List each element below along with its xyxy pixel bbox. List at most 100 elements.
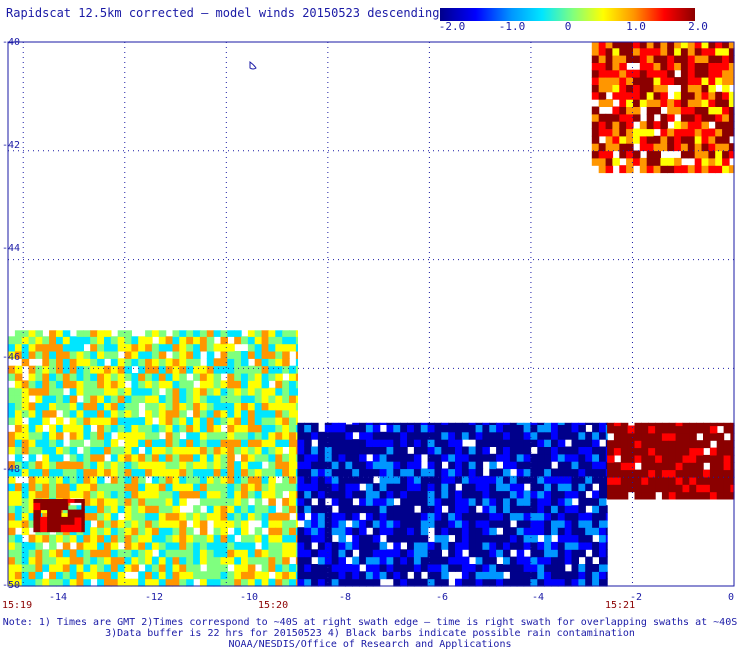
heatmap-cell (393, 483, 401, 492)
heatmap-cell (365, 461, 374, 470)
heatmap-cell (722, 128, 730, 137)
heatmap-cell (295, 549, 298, 558)
heatmap-cell (104, 439, 112, 447)
heatmap-cell (331, 564, 340, 572)
heatmap-cell (448, 468, 456, 477)
heatmap-cell (69, 431, 78, 440)
heatmap-cell (206, 483, 215, 492)
heatmap-cell (213, 439, 222, 447)
heatmap-cell (199, 417, 208, 425)
heatmap-cell (261, 446, 270, 455)
heatmap-cell (331, 439, 340, 447)
heatmap-cell (680, 84, 689, 93)
heatmap-cell (448, 541, 456, 550)
heatmap-cell (703, 432, 711, 441)
heatmap-cell (97, 512, 105, 521)
heatmap-cell (199, 541, 208, 550)
heatmap-cell (220, 556, 228, 565)
heatmap-cell (311, 549, 319, 558)
heatmap-cell (489, 422, 497, 425)
heatmap-cell (365, 519, 374, 528)
heatmap-cell (289, 578, 297, 587)
heatmap-cell (165, 549, 174, 558)
heatmap-cell (76, 358, 84, 367)
heatmap-cell (35, 409, 43, 418)
heatmap-cell (179, 330, 187, 337)
heatmap-cell (297, 453, 305, 462)
heatmap-cell (69, 409, 78, 418)
heatmap-cell (592, 431, 600, 440)
heatmap-cell (104, 409, 112, 418)
heatmap-cell (434, 483, 442, 492)
heatmap-cell (227, 556, 235, 565)
heatmap-cell (648, 440, 656, 449)
heatmap-cell (213, 483, 222, 492)
heatmap-cell (441, 512, 449, 521)
heatmap-cell (145, 446, 153, 455)
heatmap-cell (104, 483, 112, 492)
heatmap-cell (482, 519, 490, 528)
heatmap-cell (193, 549, 201, 558)
heatmap-cell (372, 497, 381, 506)
heatmap-cell (557, 512, 566, 521)
heatmap-cell (496, 519, 504, 528)
heatmap-cell (158, 475, 167, 484)
heatmap-cell (124, 519, 132, 528)
heatmap-cell (509, 571, 518, 580)
heatmap-cell (83, 490, 91, 499)
heatmap-cell (461, 505, 470, 514)
heatmap-cell (14, 336, 23, 345)
heatmap-cell (275, 468, 283, 477)
heatmap-cell (213, 453, 222, 462)
heatmap-cell (69, 564, 78, 572)
heatmap-cell (715, 150, 723, 159)
heatmap-cell (660, 99, 668, 107)
heatmap-cell (317, 512, 326, 521)
heatmap-cell (551, 497, 559, 506)
heatmap-cell (709, 425, 718, 434)
heatmap-cell (660, 84, 668, 93)
heatmap-cell (352, 446, 360, 455)
heatmap-cell (234, 564, 242, 572)
heatmap-cell (69, 468, 78, 477)
heatmap-cell (97, 358, 105, 367)
heatmap-cell (275, 330, 283, 337)
heatmap-cell (151, 402, 160, 411)
heatmap-cell (213, 343, 222, 352)
heatmap-cell (598, 150, 607, 159)
heatmap-cell (56, 351, 64, 359)
heatmap-cell (496, 439, 504, 447)
heatmap-cell (35, 564, 43, 572)
heatmap-cell (455, 422, 463, 425)
heatmap-cell (261, 512, 270, 521)
heatmap-cell (97, 343, 105, 352)
heatmap-cell (393, 422, 401, 425)
heatmap-cell (110, 564, 119, 572)
heatmap-cell (220, 358, 228, 367)
heatmap-cell (359, 519, 367, 528)
heatmap-cell (179, 519, 187, 528)
heatmap-cell (193, 387, 201, 396)
heatmap-cell (687, 150, 696, 159)
heatmap-cell (599, 424, 607, 433)
heatmap-cell (90, 541, 98, 550)
heatmap-cell (530, 578, 538, 587)
heatmap-cell (131, 556, 139, 565)
heatmap-cell (282, 527, 290, 536)
heatmap-cell (151, 475, 160, 484)
heatmap-cell (648, 476, 656, 485)
heatmap-cell (324, 549, 333, 558)
heatmap-cell (455, 527, 463, 536)
heatmap-cell (722, 47, 730, 56)
heatmap-cell (186, 453, 194, 462)
heatmap-cell (83, 483, 91, 492)
heatmap-cell (172, 395, 180, 403)
heatmap-cell (35, 417, 43, 425)
heatmap-cell (158, 380, 167, 389)
heatmap-cell (35, 446, 43, 455)
heatmap-cell (674, 128, 682, 137)
heatmap-cell (104, 541, 112, 550)
heatmap-cell (172, 402, 180, 411)
heatmap-cell (56, 387, 64, 396)
heatmap-cell (186, 534, 194, 543)
